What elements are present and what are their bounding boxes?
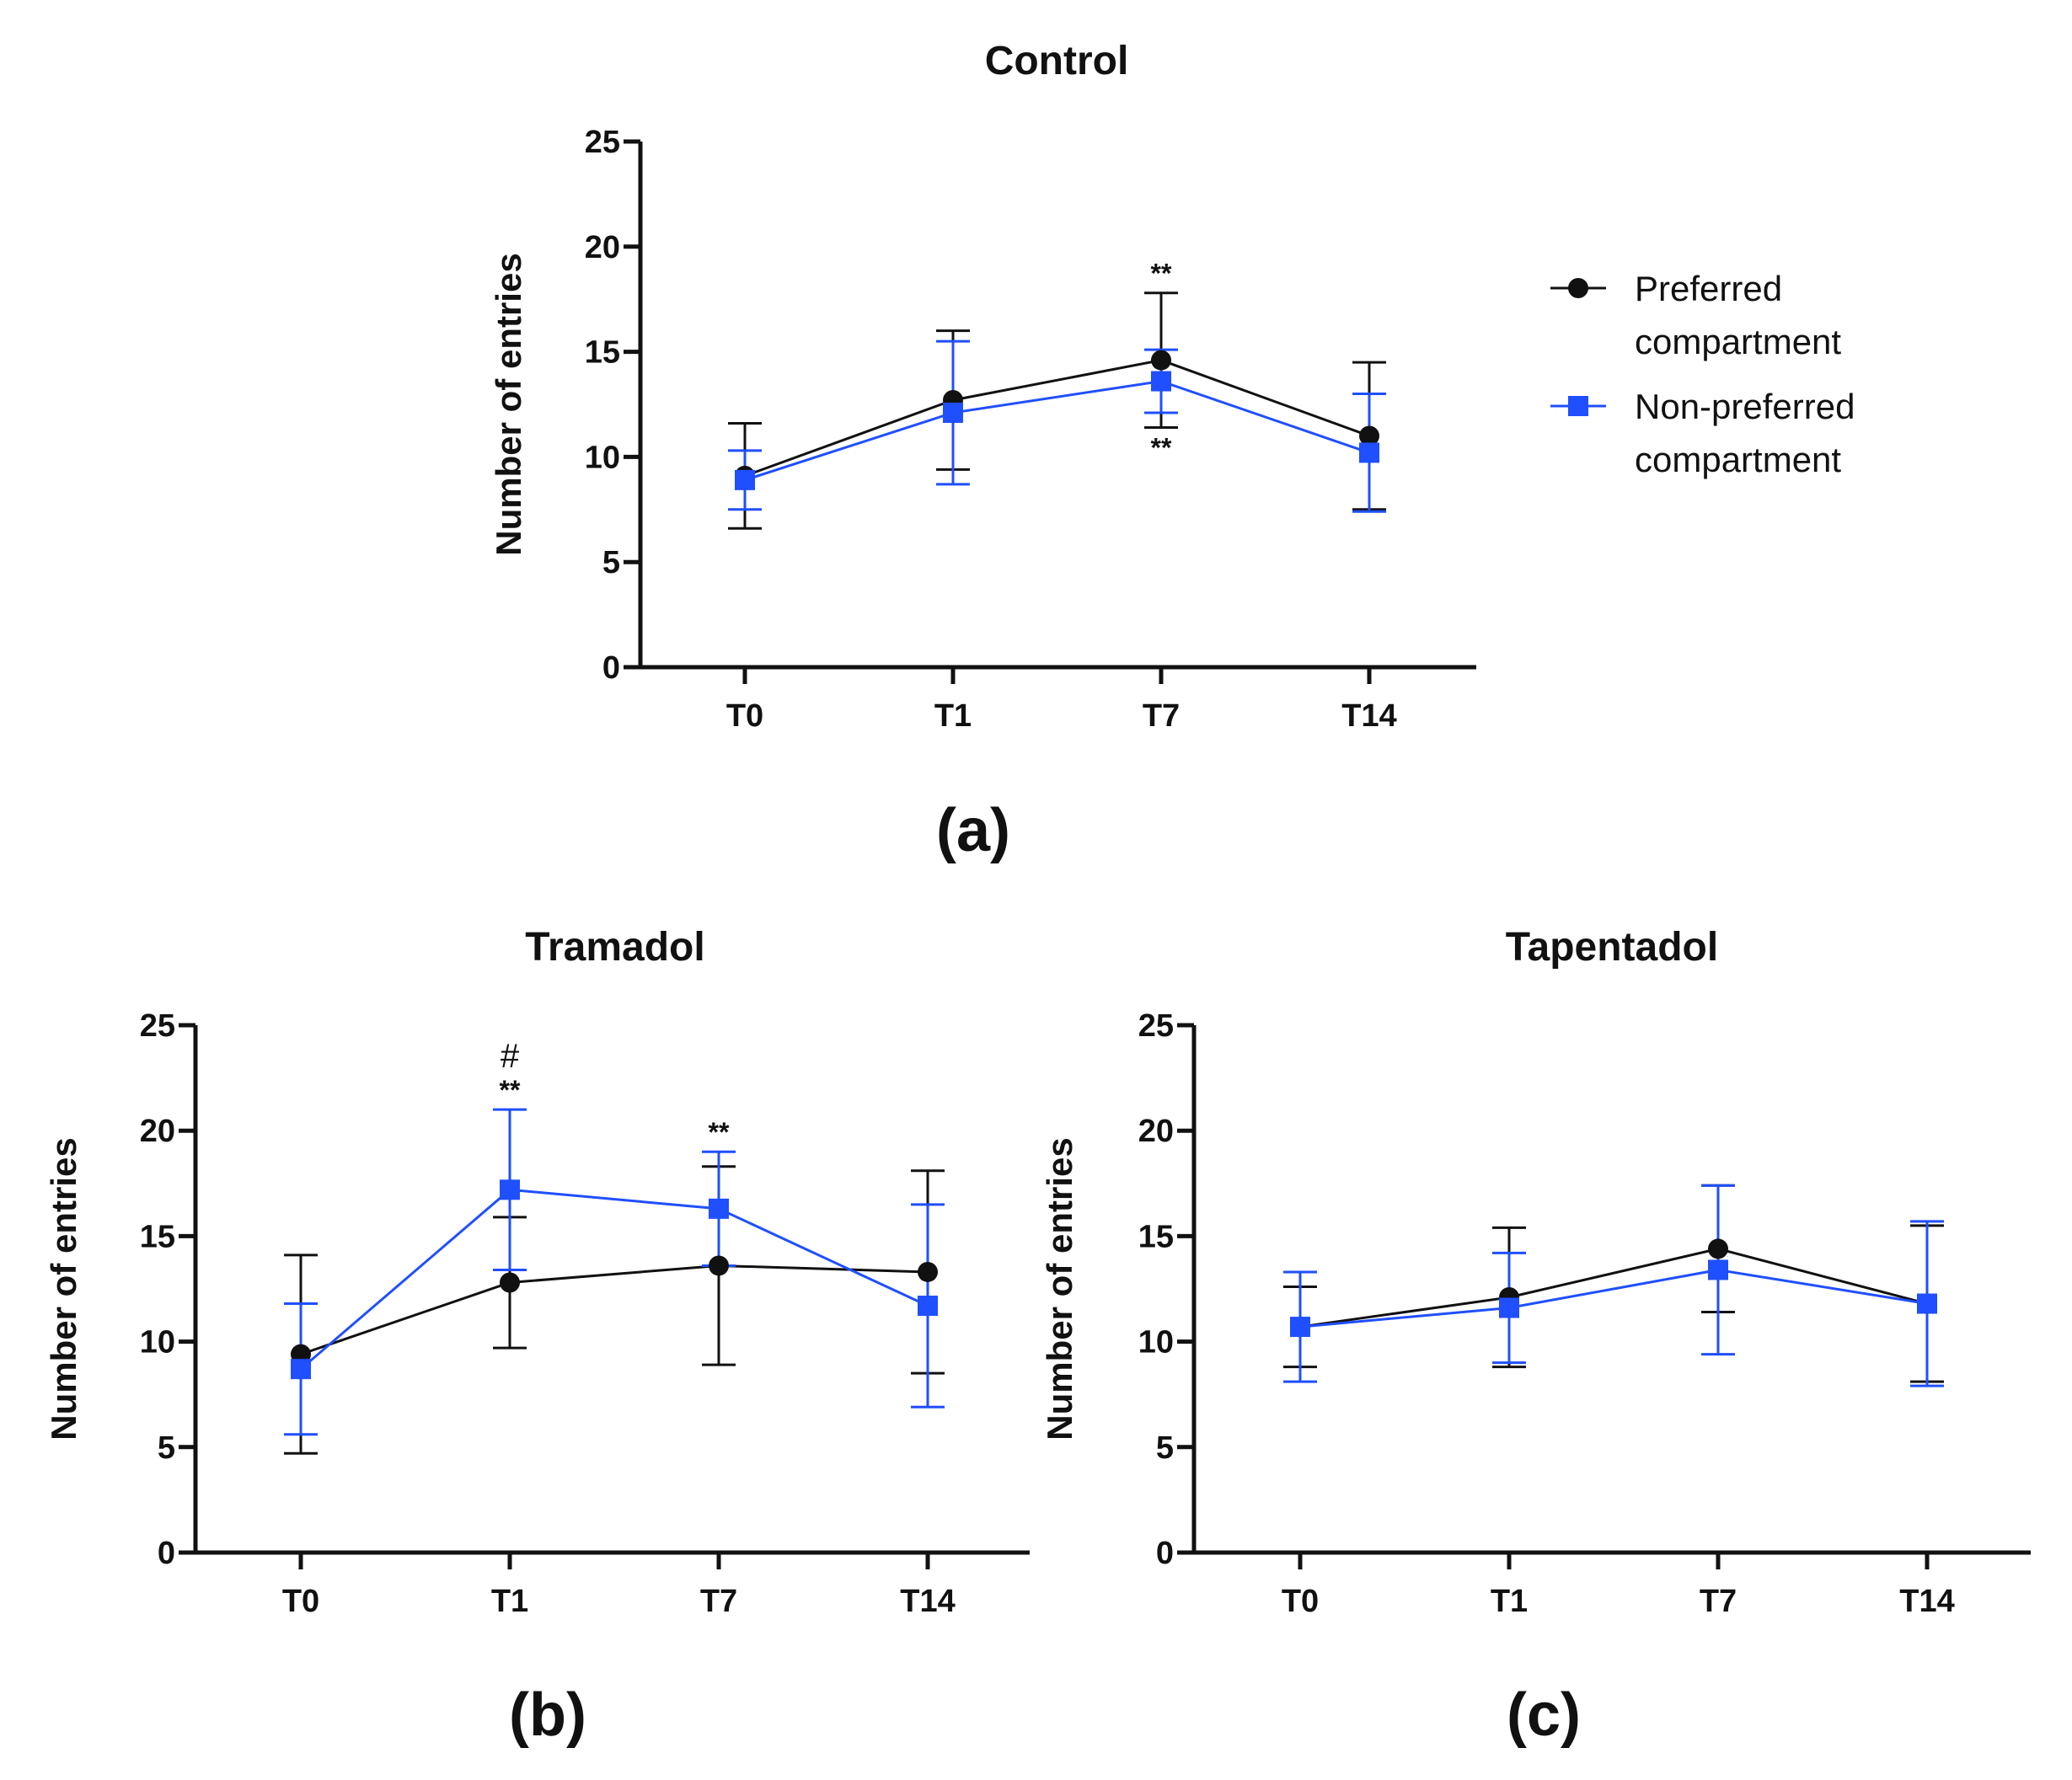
y-tick-label: 5 xyxy=(1156,1430,1174,1466)
chart-title: Control xyxy=(985,39,1129,83)
y-tick-label: 5 xyxy=(158,1430,175,1466)
y-tick-label: 0 xyxy=(158,1536,175,1571)
series-line xyxy=(1299,1247,1928,1328)
legend-marker-square xyxy=(1568,396,1588,416)
data-point-non-preferred xyxy=(1708,1259,1728,1280)
data-point-non-preferred xyxy=(735,469,755,490)
data-point-preferred xyxy=(1359,425,1379,446)
significance-annotation: # xyxy=(501,1038,520,1075)
y-tick-label: 15 xyxy=(585,335,620,371)
y-axis-label: Number of entries xyxy=(44,1137,83,1440)
y-axis-label: Number of entries xyxy=(489,253,528,555)
data-point-non-preferred xyxy=(500,1179,520,1200)
y-axis-label: Number of entries xyxy=(1040,1137,1079,1440)
x-tick-label: T0 xyxy=(282,1584,319,1619)
x-tick-label: T0 xyxy=(726,698,763,734)
data-point-preferred xyxy=(1708,1238,1728,1259)
chart-title: Tapentadol xyxy=(1506,925,1718,970)
x-tick-label: T7 xyxy=(1143,698,1180,734)
chart-title: Tramadol xyxy=(525,925,704,970)
y-tick-label: 0 xyxy=(1156,1536,1174,1571)
significance-annotation: ** xyxy=(1151,433,1172,463)
legend: Preferred compartment Non-preferred compart… xyxy=(1550,269,1855,479)
data-point-preferred xyxy=(500,1272,520,1293)
x-tick-label: T14 xyxy=(1341,698,1396,734)
series-line xyxy=(744,380,1370,482)
data-point-non-preferred xyxy=(1917,1293,1937,1314)
y-tick-label: 15 xyxy=(1138,1219,1174,1254)
panel-a-control: Control (a) 0 5 10 15 20 25 Number of entries T0 T… xyxy=(489,39,1476,864)
legend-label: Preferred xyxy=(1635,269,1782,308)
data-point-non-preferred xyxy=(709,1198,729,1219)
x-tick-label: T1 xyxy=(1491,1584,1528,1619)
x-tick-label: T1 xyxy=(491,1584,528,1619)
data-point-non-preferred xyxy=(918,1296,938,1317)
series-line xyxy=(744,359,1370,478)
x-tick-label: T1 xyxy=(934,698,972,734)
y-tick-label: 0 xyxy=(602,650,620,686)
series-line xyxy=(300,1188,929,1371)
y-tick-label: 20 xyxy=(1138,1114,1174,1149)
y-tick-label: 25 xyxy=(140,1008,175,1044)
data-point-non-preferred xyxy=(943,402,963,423)
significance-annotation: ** xyxy=(1151,259,1172,289)
panel-b-tramadol: Tramadol (b) 0 5 10 15 20 25 Number of entries T0… xyxy=(44,925,1030,1749)
data-point-non-preferred xyxy=(1151,371,1171,392)
y-tick-label: 10 xyxy=(140,1325,175,1360)
y-tick-label: 15 xyxy=(140,1219,175,1254)
y-tick-label: 10 xyxy=(1138,1325,1174,1360)
y-tick-label: 20 xyxy=(585,230,620,265)
series-line xyxy=(1299,1268,1928,1328)
data-point-non-preferred xyxy=(1290,1317,1310,1338)
panel-label: (a) xyxy=(936,797,1010,864)
x-tick-label: T14 xyxy=(900,1584,955,1619)
legend-label: Non-preferred xyxy=(1635,387,1855,426)
significance-annotation: ** xyxy=(709,1117,730,1147)
y-tick-label: 25 xyxy=(1138,1008,1174,1044)
legend-label: compartment xyxy=(1635,322,1841,361)
x-tick-label: T7 xyxy=(1700,1584,1737,1619)
legend-marker-circle xyxy=(1568,278,1588,298)
y-tick-label: 10 xyxy=(585,440,620,475)
x-tick-label: T14 xyxy=(1899,1584,1954,1619)
y-tick-label: 25 xyxy=(585,125,620,160)
panel-c-tapentadol: Tapentadol (c) 0 5 10 15 20 25 Number of entries… xyxy=(1040,925,2031,1749)
panel-label: (c) xyxy=(1507,1681,1581,1749)
series-line xyxy=(300,1264,929,1356)
data-point-preferred xyxy=(1151,350,1171,371)
panel-label: (b) xyxy=(509,1681,586,1749)
data-point-non-preferred xyxy=(1359,442,1379,463)
data-point-non-preferred xyxy=(1499,1297,1519,1318)
significance-annotation: ** xyxy=(500,1075,521,1105)
y-tick-label: 20 xyxy=(140,1114,175,1149)
legend-label: compartment xyxy=(1635,440,1841,479)
data-point-preferred xyxy=(709,1255,729,1276)
x-tick-label: T0 xyxy=(1282,1584,1319,1619)
data-point-preferred xyxy=(918,1261,938,1282)
x-tick-label: T7 xyxy=(700,1584,737,1619)
data-point-non-preferred xyxy=(291,1359,311,1380)
y-tick-label: 5 xyxy=(602,545,620,580)
